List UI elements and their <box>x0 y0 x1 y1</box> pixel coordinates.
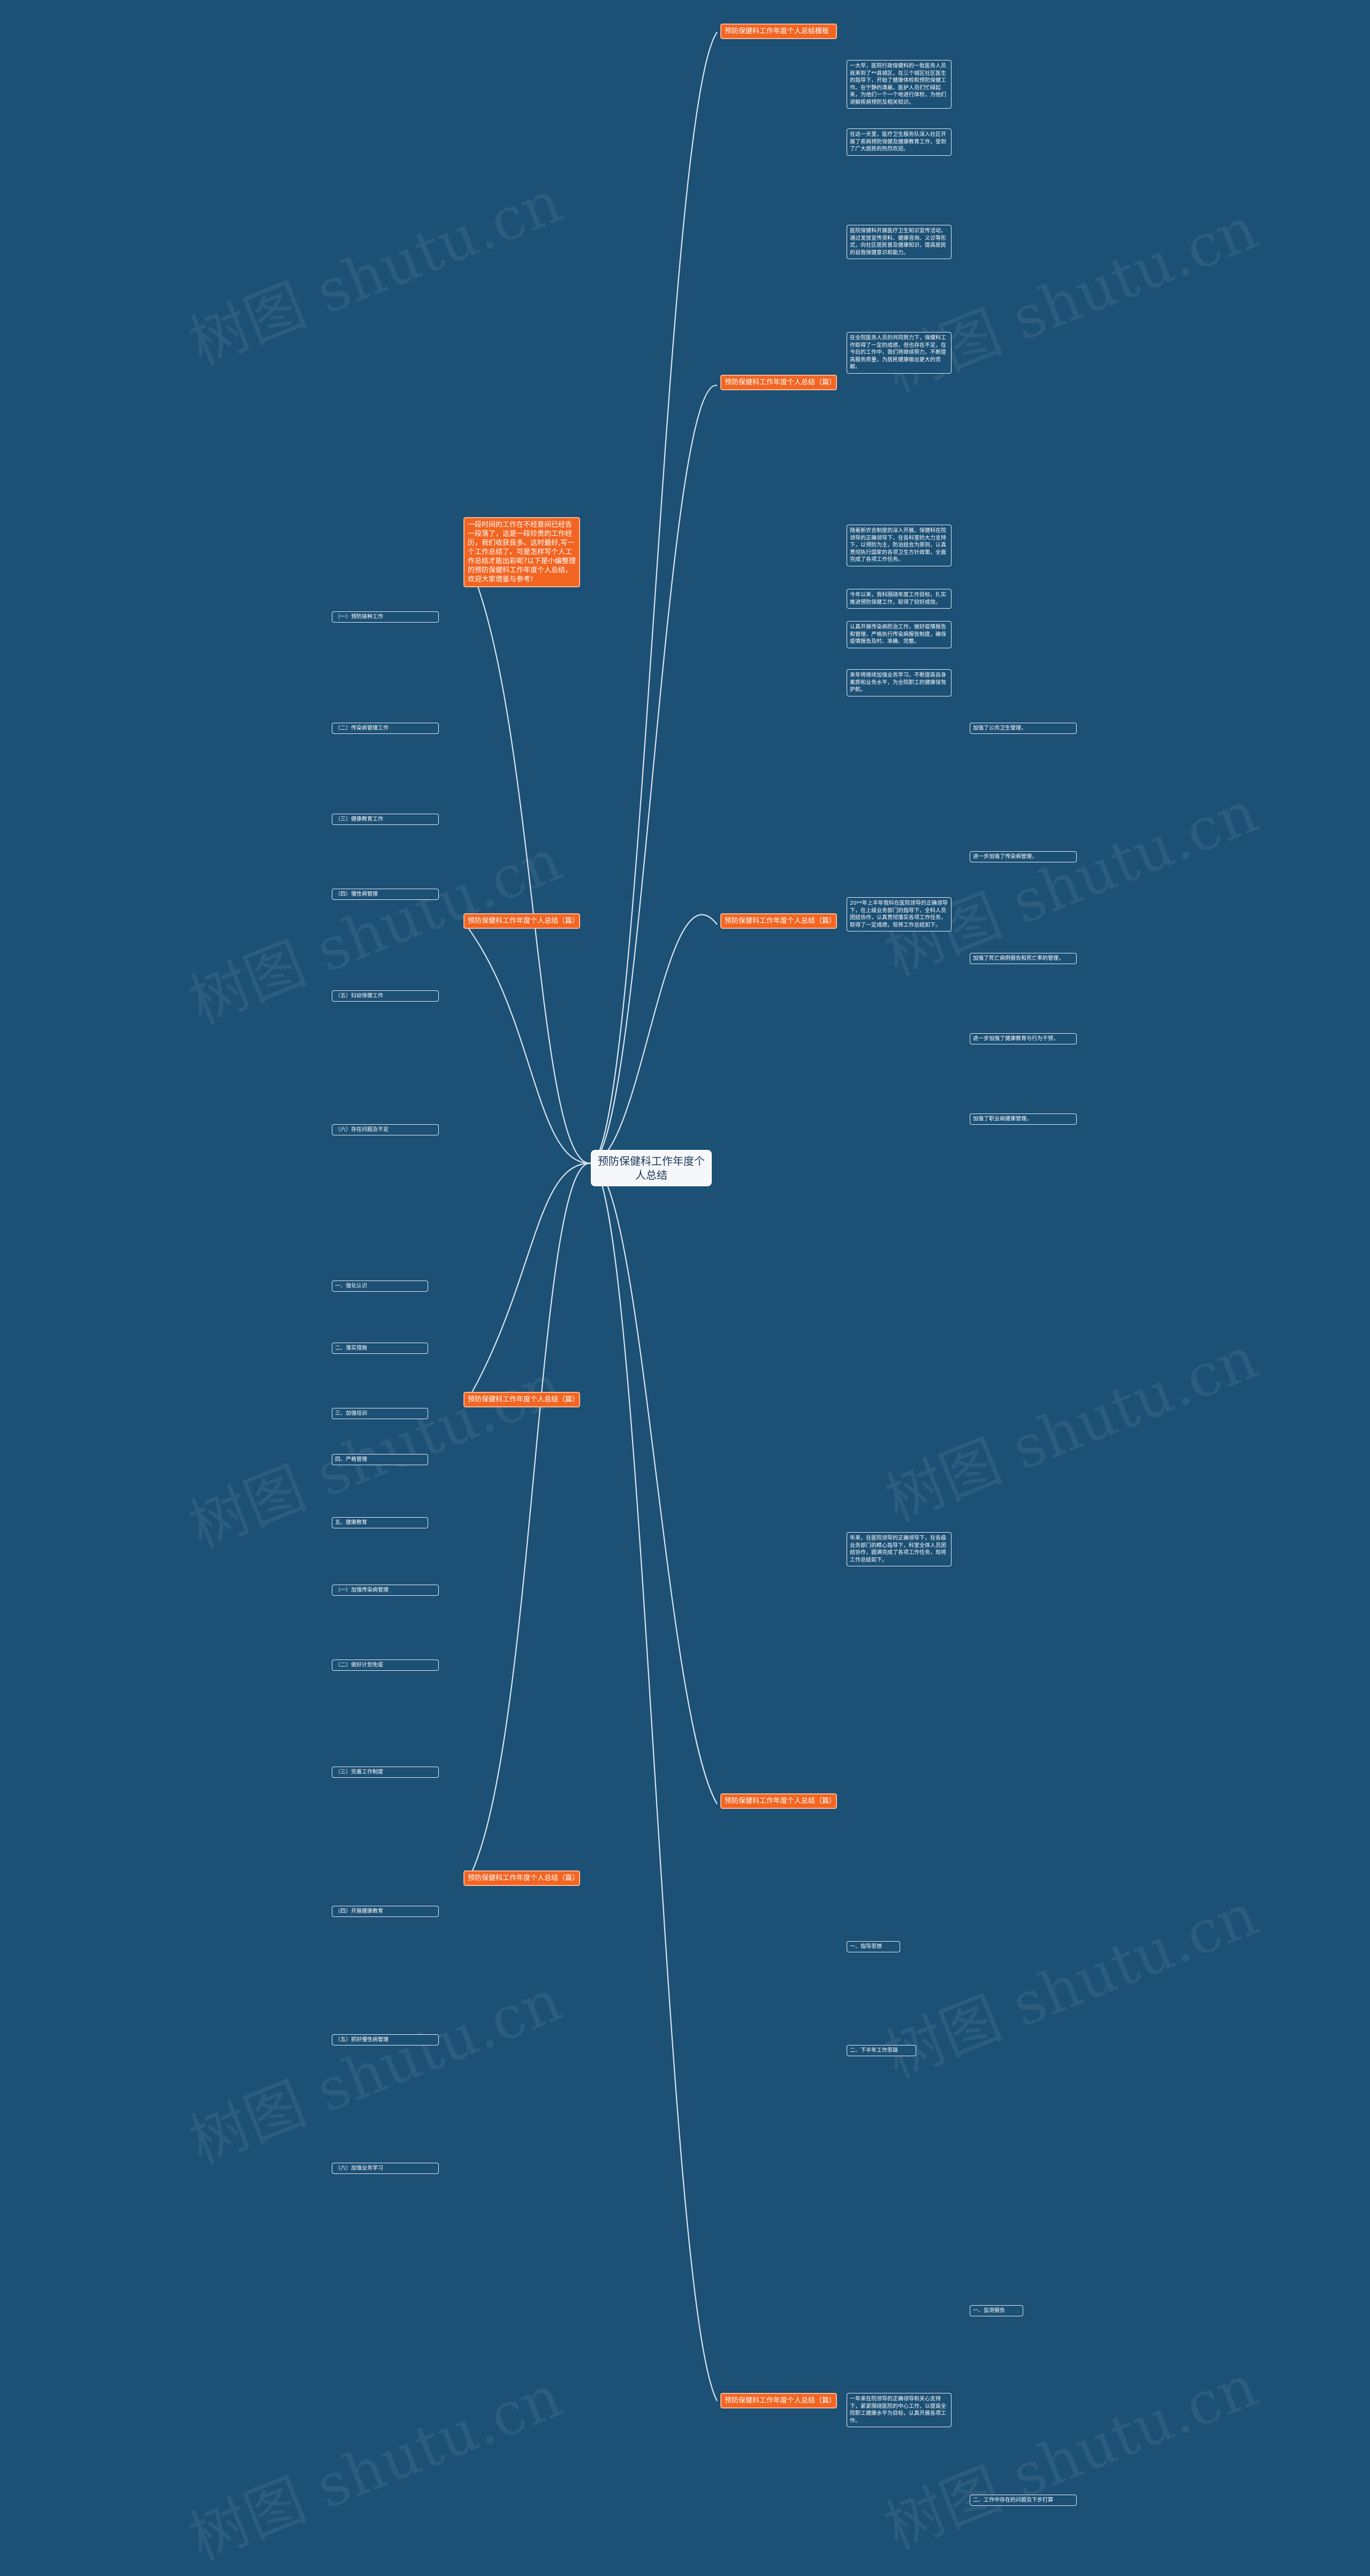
branch-leaf[interactable]: 在这一天里，医疗卫生服务队深入社区开展了疾病预防保健及健康教育工作，受到了广大居… <box>847 128 952 156</box>
branch-leaf[interactable]: （六）加强业务学习 <box>332 2163 439 2174</box>
branch-leaf[interactable]: 进一步加强了健康教育与行为干预， <box>970 1033 1077 1044</box>
branch-leaf[interactable]: 三、加强培训 <box>332 1408 428 1419</box>
branch-topic[interactable]: 预防保健科工作年度个人总结（篇） <box>720 913 837 929</box>
branch-leaf[interactable]: （六）存在问题及不足 <box>332 1124 439 1135</box>
branch-leaf[interactable]: 一、指导思想 <box>847 1941 900 1952</box>
branch-topic[interactable]: 预防保健科工作年度个人总结（篇） <box>463 1392 580 1407</box>
branch-leaf[interactable]: 进一步加强了传染病管理， <box>970 851 1077 862</box>
branch-leaf[interactable]: （四）开展健康教育 <box>332 1906 439 1917</box>
branch-leaf[interactable]: （三）健康教育工作 <box>332 814 439 825</box>
root-topic[interactable]: 预防保健科工作年度个人总结 <box>591 1150 712 1186</box>
branch-topic[interactable]: 预防保健科工作年度个人总结（篇） <box>463 913 580 929</box>
branch-leaf[interactable]: 五、健康教育 <box>332 1517 428 1528</box>
branch-leaf[interactable]: （一）预防接种工作 <box>332 611 439 623</box>
branch-topic[interactable]: 预防保健科工作年度个人总结（篇） <box>720 2393 837 2408</box>
branch-leaf[interactable]: 医院保健科开展医疗卫生知识宣传活动，通过发放宣传资料、健康咨询、义诊等形式，向社… <box>847 225 952 259</box>
branch-leaf[interactable]: （一）加强传染病管理 <box>332 1585 439 1596</box>
branch-leaf[interactable]: 二、工作中存在的问题及下步打算 <box>970 2495 1077 2506</box>
branch-leaf[interactable]: 一年来在院领导的正确领导和关心支持下，紧紧围绕医院的中心工作，以提高全院职工健康… <box>847 2393 952 2427</box>
branch-leaf[interactable]: 年来，在医院领导的正确领导下，在各级业务部门的精心指导下，科室全体人员团结协作，… <box>847 1532 952 1566</box>
branch-leaf[interactable]: 20**年上半年我科在医院领导的正确领导下，在上级业务部门的指导下，全科人员团结… <box>847 897 952 931</box>
branch-leaf[interactable]: 二、下半年工作思路 <box>847 2045 916 2056</box>
branch-leaf[interactable]: 在全院医务人员的共同努力下，保健科工作取得了一定的成绩，但也存在不足，在今后的工… <box>847 332 952 374</box>
branch-leaf[interactable]: 一、强化认识 <box>332 1281 428 1292</box>
branch-leaf[interactable]: （三）完善工作制度 <box>332 1767 439 1778</box>
branch-leaf[interactable]: 加强了死亡病例报告和死亡率的管理， <box>970 953 1077 964</box>
branch-leaf[interactable]: 一大早，医院行政保健科的一批医务人员就来到了**县城区，在三个城区社区医生的指导… <box>847 60 952 109</box>
intro-topic[interactable]: 一段时间的工作在不经意间已经告一段落了，这是一段珍贵的工作经历，我们收获良多。这… <box>463 517 580 587</box>
branch-topic[interactable]: 预防保健科工作年度个人总结（篇） <box>720 1793 837 1809</box>
branch-leaf[interactable]: 一、监测报告 <box>970 2305 1023 2316</box>
branch-topic[interactable]: 预防保健科工作年度个人总结（篇） <box>720 375 837 390</box>
branch-leaf[interactable]: （五）妇幼保健工作 <box>332 990 439 1002</box>
branch-leaf[interactable]: （五）抓好慢性病管理 <box>332 2034 439 2045</box>
branch-leaf[interactable]: 来年将继续加强业务学习，不断提高自身素质和业务水平，为全院职工的健康保驾护航。 <box>847 669 952 696</box>
branch-leaf[interactable]: 今年以来，我科围绕年度工作目标，扎实推进预防保健工作，取得了较好成效。 <box>847 589 952 609</box>
branch-leaf[interactable]: 认真开展传染病防治工作，做好疫情报告和管理，严格执行传染病报告制度，确保疫情报告… <box>847 621 952 648</box>
branch-leaf[interactable]: 加强了公共卫生管理， <box>970 723 1077 734</box>
branch-leaf[interactable]: 随着新农合制度的深入开展，保健科在院领导的正确领导下，在各科室的大力支持下，以预… <box>847 525 952 566</box>
branch-topic[interactable]: 预防保健科工作年度个人总结模板 <box>720 24 837 39</box>
branch-leaf[interactable]: 加强了职业病健康管理。 <box>970 1113 1077 1125</box>
branch-leaf[interactable]: （二）做好计划免疫 <box>332 1660 439 1671</box>
branch-leaf[interactable]: （二）传染病管理工作 <box>332 723 439 734</box>
branch-leaf[interactable]: 二、落实措施 <box>332 1343 428 1354</box>
branch-topic[interactable]: 预防保健科工作年度个人总结（篇） <box>463 1870 580 1886</box>
branch-leaf[interactable]: （四）慢性病管理 <box>332 889 439 900</box>
branch-leaf[interactable]: 四、严格管理 <box>332 1454 428 1465</box>
